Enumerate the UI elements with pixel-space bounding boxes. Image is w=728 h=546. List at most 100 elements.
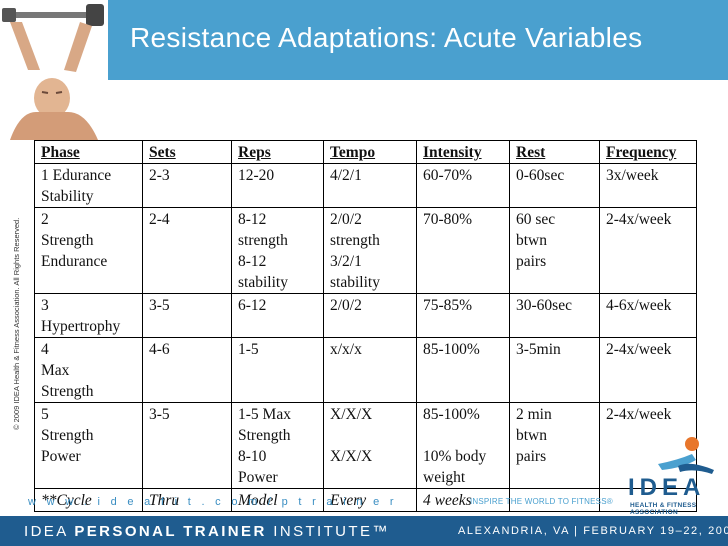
footer-brand-idea: IDEA <box>24 523 68 540</box>
cell-line: 2/0/2 <box>330 211 362 228</box>
cell-line: 75-85% <box>423 297 473 314</box>
cell-line: Thru <box>149 492 180 509</box>
cell-line: 2 min <box>516 406 552 423</box>
cell-line: 10% body <box>423 448 487 465</box>
cell-line: Power <box>238 469 278 486</box>
cell-line: btwn <box>516 232 547 249</box>
column-header: Tempo <box>323 140 417 164</box>
column-header: Reps <box>231 140 324 164</box>
cell-line: 2-4 <box>149 211 170 228</box>
cell-line: 1-5 <box>238 341 259 358</box>
cell-line: 3-5 <box>149 406 170 423</box>
copyright-notice: © 2009 IDEA Health & Fitness Association… <box>12 217 21 430</box>
table-cell: 0-60sec <box>509 163 600 208</box>
table-row: 1 Edurance Stability 2-3 12-20 4/2/1 60-70% 0-… <box>34 163 697 208</box>
table-cell: 85-100% <box>416 337 510 403</box>
cell-line: 85-100% <box>423 341 480 358</box>
cell-line: Every <box>330 492 367 509</box>
column-header: Frequency <box>599 140 697 164</box>
table-cell: 4-6 <box>142 337 232 403</box>
column-header: Intensity <box>416 140 510 164</box>
table-cell: 75-85% <box>416 293 510 338</box>
cell-line: Max <box>41 362 70 379</box>
cell-line: 70-80% <box>423 211 473 228</box>
cell-line: 2-4x/week <box>606 341 672 358</box>
cell-line: 30-60sec <box>516 297 572 314</box>
table-cell: 2/0/2 strength 3/2/1 stability <box>323 207 417 294</box>
cell-line: 2-4x/week <box>606 406 672 423</box>
cell-line: weight <box>423 469 466 486</box>
cell-line: strength <box>238 232 288 249</box>
footer-brand-personal-trainer: PERSONAL TRAINER <box>74 523 267 540</box>
table-cell: 3 Hypertrophy <box>34 293 143 338</box>
table-cell: 30-60sec <box>509 293 600 338</box>
acute-variables-table: Phase Sets Reps Tempo Intensity Rest Fre… <box>34 140 697 512</box>
cell-line: strength <box>330 232 380 249</box>
table-cell: 12-20 <box>231 163 324 208</box>
cell-line: Strength <box>41 383 94 400</box>
cell-line: **Cycle <box>41 492 92 509</box>
cell-line: stability <box>330 274 380 291</box>
idea-logo-icon <box>658 437 714 474</box>
footer-brand-institute: INSTITUTE™ <box>273 523 390 540</box>
table-cell: 1-5 <box>231 337 324 403</box>
table-cell: 1-5 Max Strength 8-10 Power <box>231 402 324 489</box>
cell-line: Model <box>238 492 278 509</box>
cell-line: 3-5 <box>149 297 170 314</box>
table-cell <box>599 488 697 512</box>
cell-line: Power <box>41 448 81 465</box>
column-header: Rest <box>509 140 600 164</box>
table-cell: 70-80% <box>416 207 510 294</box>
table-cell: 2/0/2 <box>323 293 417 338</box>
table-cell: 85-100% 10% body weight <box>416 402 510 489</box>
cell-line: Strength <box>41 427 94 444</box>
footer-brand: IDEA PERSONAL TRAINER INSTITUTE™ <box>24 523 390 540</box>
footer-band: IDEA PERSONAL TRAINER INSTITUTE™ ALEXAND… <box>0 516 728 546</box>
cell-line: 2 <box>41 211 49 228</box>
cell-line: 2-4x/week <box>606 211 672 228</box>
cell-line: 8-12 <box>238 211 267 228</box>
cell-line: Strength <box>238 427 291 444</box>
cell-line: stability <box>238 274 288 291</box>
cell-line: 6-12 <box>238 297 267 314</box>
table-cell: 2 min btwn pairs <box>509 402 600 489</box>
table-cell: 6-12 <box>231 293 324 338</box>
website-url[interactable]: w w w . i d e a f i t . c o m / p t r a … <box>28 496 398 508</box>
table-header-row: Phase Sets Reps Tempo Intensity Rest Fre… <box>34 140 697 164</box>
cell-line: 3-5min <box>516 341 561 358</box>
footer-event-info: ALEXANDRIA, VA | FEBRUARY 19–22, 2009 <box>458 525 728 537</box>
cell-line: 60 sec <box>516 211 556 228</box>
cell-line: 8-12 <box>238 253 267 270</box>
table-cell: x/x/x <box>323 337 417 403</box>
cell-line <box>423 425 503 446</box>
cell-line: 4 <box>41 341 49 358</box>
table-row: 3 Hypertrophy 3-5 6-12 2/0/2 75-85% 30-60sec 4-… <box>34 293 697 338</box>
cell-line: 0-60sec <box>516 167 565 184</box>
table-cell: 2-4 <box>142 207 232 294</box>
table-cell: 3-5 <box>142 402 232 489</box>
cell-line: 8-10 <box>238 448 267 465</box>
cell-line: 4 weeks <box>423 492 472 509</box>
table-cell: 3x/week <box>599 163 697 208</box>
tagline: INSPIRE THE WORLD TO FITNESS® <box>470 497 613 506</box>
table-cell: Model <box>231 488 324 512</box>
fitness-photo <box>0 0 108 140</box>
table-row: **Cycle Thru Model Every 4 weeks <box>34 488 697 512</box>
header-band <box>108 0 728 80</box>
cell-line: pairs <box>516 253 547 270</box>
cell-line: 12-20 <box>238 167 275 184</box>
variables-table-wrap: Phase Sets Reps Tempo Intensity Rest Fre… <box>34 140 697 512</box>
cell-line: Stability <box>41 188 94 205</box>
table-cell: 2-3 <box>142 163 232 208</box>
cell-line: 60-70% <box>423 167 473 184</box>
table-cell: 4-6x/week <box>599 293 697 338</box>
cell-line: X/X/X <box>330 448 373 465</box>
cell-line: 4/2/1 <box>330 167 362 184</box>
table-cell: Thru <box>142 488 232 512</box>
logo-wordmark: IDEA <box>628 474 706 501</box>
table-cell: 4/2/1 <box>323 163 417 208</box>
table-cell: 1 Edurance Stability <box>34 163 143 208</box>
cell-line: x/x/x <box>330 341 362 358</box>
table-cell: 2-4x/week <box>599 337 697 403</box>
cell-line: pairs <box>516 448 547 465</box>
